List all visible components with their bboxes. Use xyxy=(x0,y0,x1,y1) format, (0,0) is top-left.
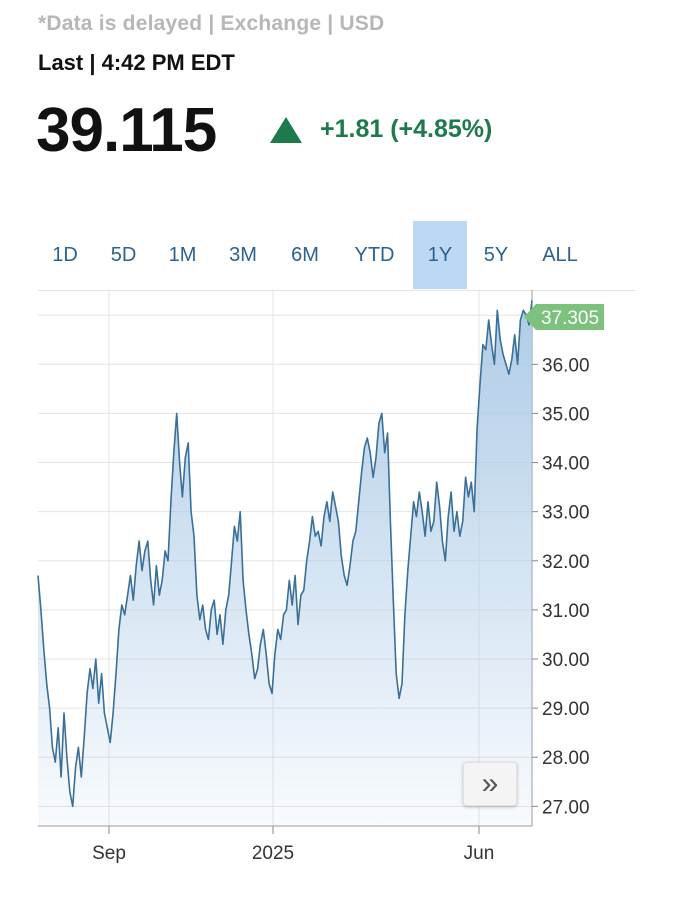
y-tick-label: 33.00 xyxy=(542,503,590,524)
tab-1d[interactable]: 1D xyxy=(52,243,78,266)
tab-ytd[interactable]: YTD xyxy=(354,243,395,266)
price-chart[interactable]: 37.0036.0035.0034.0033.0032.0031.0030.00… xyxy=(0,290,674,890)
y-tick-label: 28.00 xyxy=(542,748,590,769)
x-tick-label: 2025 xyxy=(252,843,294,864)
data-delay-disclaimer: *Data is delayed | Exchange | USD xyxy=(38,12,385,35)
double-chevron-right-icon: » xyxy=(481,767,499,800)
y-tick-label: 32.00 xyxy=(542,552,590,573)
range-tabs: 1D 5D 1M 3M 6M YTD 1Y 5Y ALL xyxy=(36,221,595,289)
tab-1m[interactable]: 1M xyxy=(168,243,197,266)
price-change-value: +1.81 (+4.85%) xyxy=(320,115,493,143)
tab-5d[interactable]: 5D xyxy=(110,243,137,266)
up-arrow-icon xyxy=(270,116,302,143)
price-change: +1.81 (+4.85%) xyxy=(270,115,492,144)
y-tick-label: 30.00 xyxy=(542,650,590,671)
last-value-flag xyxy=(524,304,604,330)
tab-5y[interactable]: 5Y xyxy=(483,243,509,266)
last-price: 39.115 xyxy=(36,96,217,165)
y-tick-label: 34.00 xyxy=(542,454,590,475)
tab-1y[interactable]: 1Y xyxy=(413,221,467,289)
last-value-label: 37.305 xyxy=(541,308,599,329)
last-update-timestamp: Last | 4:42 PM EDT xyxy=(38,50,235,75)
x-tick-label: Jun xyxy=(464,843,495,864)
y-tick-label: 36.00 xyxy=(542,355,590,376)
y-tick-label: 27.00 xyxy=(542,797,590,818)
y-tick-label: 35.00 xyxy=(542,404,590,425)
price-line xyxy=(37,300,533,808)
x-tick-label: Sep xyxy=(92,843,126,864)
price-area-fill xyxy=(38,300,532,826)
expand-chart-button[interactable]: » xyxy=(463,762,517,806)
tab-6m[interactable]: 6M xyxy=(291,243,319,266)
y-tick-label: 29.00 xyxy=(542,699,590,720)
tab-3m[interactable]: 3M xyxy=(229,243,257,266)
tab-all[interactable]: ALL xyxy=(542,243,578,266)
y-tick-label: 31.00 xyxy=(542,601,590,622)
